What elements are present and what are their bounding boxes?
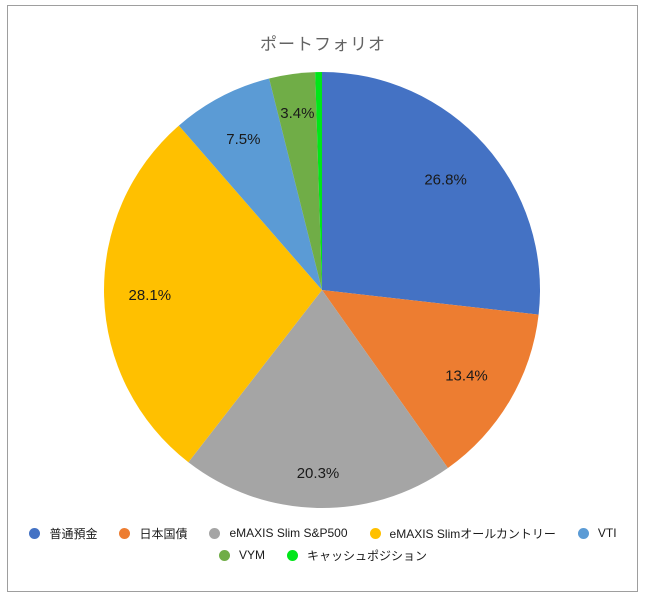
pie-slice-3[interactable] xyxy=(103,125,322,463)
slice-label-5: 3.4% xyxy=(280,105,314,122)
legend-label: VYM xyxy=(238,548,265,562)
legend-item-6[interactable]: キャッシュポジション xyxy=(287,547,427,564)
pie-slice-1[interactable] xyxy=(322,290,539,468)
legend-swatch-icon xyxy=(287,549,298,561)
pie-slice-0[interactable] xyxy=(322,72,541,315)
legend-row-2: VYM キャッシュポジション xyxy=(0,544,646,566)
legend-label: キャッシュポジション xyxy=(307,548,428,563)
legend-label: 普通預金 xyxy=(49,526,98,541)
legend-item-0[interactable]: 普通預金 xyxy=(29,525,97,542)
chart-title: ポートフォリオ xyxy=(260,35,386,54)
slice-label-4: 7.5% xyxy=(226,131,260,148)
pie-slice-4[interactable] xyxy=(178,78,322,290)
slice-label-0: 26.8% xyxy=(424,172,467,189)
legend-item-5[interactable]: VYM xyxy=(218,548,265,562)
legend-item-1[interactable]: 日本国債 xyxy=(119,525,187,542)
legend-label: eMAXIS Slim S&P500 xyxy=(229,526,348,540)
slice-label-2: 20.3% xyxy=(297,465,340,482)
legend-label: 日本国債 xyxy=(139,526,188,541)
pie-slice-6[interactable] xyxy=(315,72,322,290)
legend-item-3[interactable]: eMAXIS Slimオールカントリー xyxy=(369,525,556,542)
legend-swatch-icon xyxy=(218,549,230,561)
slice-label-1: 13.4% xyxy=(445,367,488,384)
legend-label: eMAXIS Slimオールカントリー xyxy=(389,526,556,541)
legend-item-2[interactable]: eMAXIS Slim S&P500 xyxy=(209,526,348,540)
legend-row-1: 普通預金 日本国債 eMAXIS Slim S&P500 eMAXIS Slimオール… xyxy=(0,522,646,544)
legend-swatch-icon xyxy=(369,527,381,539)
legend-swatch-icon xyxy=(119,527,131,539)
legend-swatch-icon xyxy=(209,527,221,539)
legend-swatch-icon xyxy=(29,527,41,539)
pie-slice-2[interactable] xyxy=(188,290,448,508)
legend: 普通預金 日本国債 eMAXIS Slim S&P500 eMAXIS Slimオール… xyxy=(0,522,646,566)
slice-label-3: 28.1% xyxy=(129,287,172,304)
legend-label: VTI xyxy=(597,526,617,540)
pie-slice-5[interactable] xyxy=(269,72,322,290)
legend-swatch-icon xyxy=(577,527,589,539)
legend-item-4[interactable]: VTI xyxy=(577,526,617,540)
